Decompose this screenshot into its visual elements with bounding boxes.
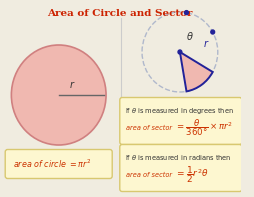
Text: r: r	[203, 39, 207, 49]
Text: area of sector: area of sector	[125, 125, 171, 131]
Text: $=\dfrac{1}{2}r^2\theta$: $=\dfrac{1}{2}r^2\theta$	[174, 164, 208, 185]
Wedge shape	[179, 52, 212, 91]
Text: area of circle $= \pi r^2$: area of circle $= \pi r^2$	[13, 158, 91, 170]
Text: $=\dfrac{\theta}{360°}\times\pi r^2$: $=\dfrac{\theta}{360°}\times\pi r^2$	[174, 118, 232, 138]
Circle shape	[177, 50, 181, 54]
FancyBboxPatch shape	[119, 145, 241, 191]
FancyBboxPatch shape	[5, 150, 112, 178]
Text: Area of Circle and Sector: Area of Circle and Sector	[47, 9, 192, 18]
Text: If $\theta$ is measured in degrees then: If $\theta$ is measured in degrees then	[124, 106, 233, 116]
Circle shape	[11, 45, 106, 145]
Text: r: r	[70, 80, 74, 90]
Circle shape	[184, 11, 188, 15]
FancyBboxPatch shape	[119, 98, 241, 145]
Text: $\theta$: $\theta$	[186, 30, 194, 42]
Text: area of sector: area of sector	[125, 172, 171, 178]
Circle shape	[210, 30, 214, 34]
Text: If $\theta$ is measured in radians then: If $\theta$ is measured in radians then	[124, 153, 231, 162]
